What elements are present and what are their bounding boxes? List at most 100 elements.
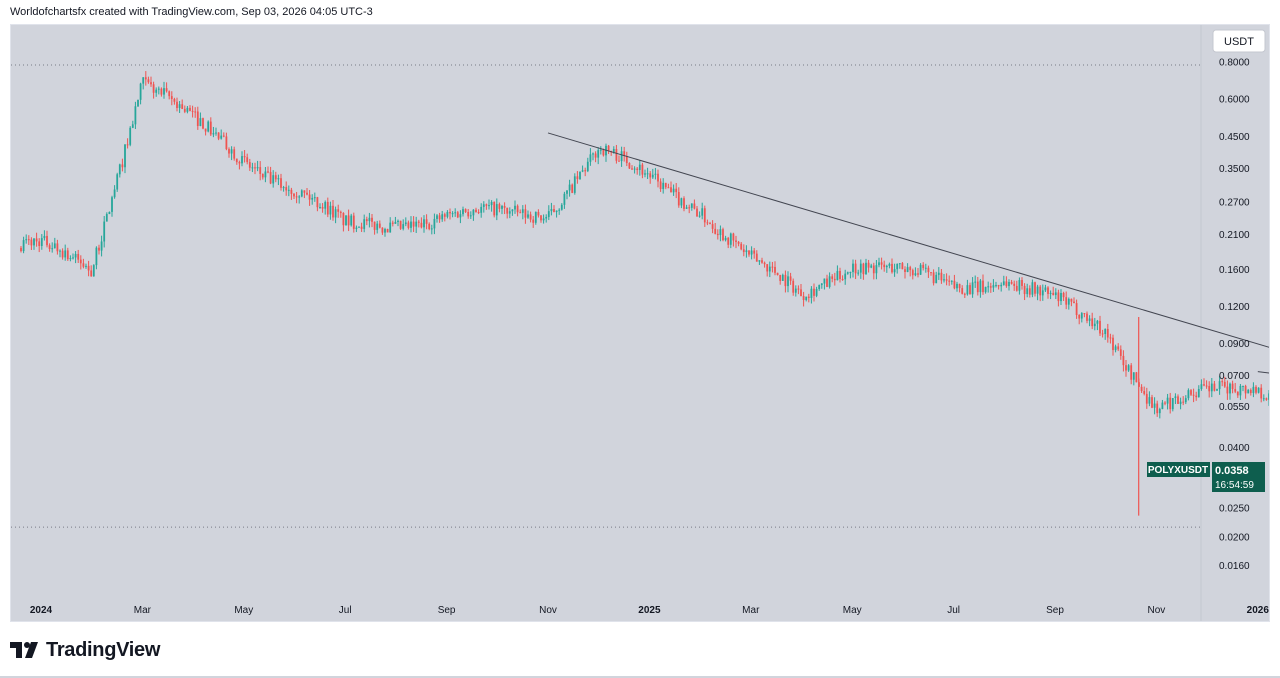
x-tick-label: Sep	[438, 605, 456, 616]
candle-body	[451, 213, 454, 215]
candle-body	[527, 214, 529, 218]
price-chart[interactable]: 0.8000 0.6000 0.4500 0.3500 0.2700 0.2100 0.16…	[11, 25, 1280, 621]
candle-body	[433, 218, 436, 229]
candle-body	[1047, 287, 1049, 294]
candle-body	[896, 263, 899, 270]
candle-body	[979, 280, 982, 293]
candle-body	[144, 77, 147, 80]
candle-body	[857, 272, 860, 274]
currency-badge[interactable]: USDT	[1212, 29, 1266, 53]
candle-body	[740, 243, 743, 250]
candle-body	[105, 214, 108, 222]
candle-body	[1197, 389, 1200, 398]
y-tick-label: 0.0200	[1219, 532, 1250, 543]
candle-body	[719, 229, 722, 236]
candle-body	[116, 174, 119, 190]
candle-body	[540, 215, 542, 221]
candle-body	[961, 288, 964, 294]
candle-body	[1145, 393, 1148, 404]
trendline	[547, 132, 1280, 352]
candle-body	[490, 201, 493, 206]
candle-body	[631, 168, 633, 170]
candle-body	[992, 285, 995, 288]
price-axis-area[interactable]	[1201, 25, 1269, 621]
candle-body	[1080, 313, 1083, 319]
candle-body	[1041, 290, 1044, 296]
candle-body	[66, 250, 69, 260]
candle-body	[963, 293, 966, 295]
candle-body	[1125, 365, 1127, 371]
candle-body	[724, 237, 727, 241]
candle-body	[1065, 297, 1068, 305]
candle-body	[1114, 346, 1117, 351]
candle-body	[189, 107, 191, 111]
candle-body	[529, 214, 532, 220]
candle-body	[1184, 398, 1187, 403]
y-tick-label: 0.3500	[1219, 164, 1250, 175]
candle-body	[332, 205, 334, 218]
candle-body	[295, 196, 298, 198]
candle-body	[672, 188, 675, 193]
candle-body	[810, 288, 813, 298]
candle-body	[680, 198, 683, 206]
candle-body	[108, 211, 111, 215]
candle-body	[1083, 313, 1086, 315]
candle-body	[183, 108, 186, 112]
candle-body	[742, 249, 745, 253]
candle-body	[410, 221, 412, 228]
candle-body	[1171, 398, 1174, 410]
candle-body	[339, 211, 342, 214]
candle-body	[243, 156, 246, 158]
candle-body	[932, 272, 935, 284]
candle-body	[1005, 281, 1008, 287]
candle-body	[103, 221, 106, 242]
candle-body	[1096, 320, 1099, 324]
candle-body	[670, 187, 672, 193]
candle-body	[261, 173, 264, 178]
candle-body	[982, 280, 984, 293]
candle-body	[919, 264, 922, 275]
candle-body	[657, 173, 659, 182]
candle-body	[1101, 333, 1104, 335]
candle-body	[716, 233, 719, 236]
candle-body	[334, 209, 337, 218]
candle-body	[662, 182, 665, 190]
candle-body	[800, 289, 802, 297]
time-axis-area[interactable]	[11, 593, 1269, 621]
candle-body	[168, 91, 171, 97]
candle-body	[1158, 409, 1161, 414]
candle-body	[628, 163, 631, 169]
candle-body	[888, 263, 891, 266]
candle-body	[157, 88, 160, 90]
candle-body	[298, 196, 301, 198]
candle-body	[209, 121, 212, 135]
candle-body	[1112, 337, 1114, 351]
candle-body	[995, 285, 997, 287]
candle-body	[664, 182, 667, 188]
y-tick-label: 0.0550	[1219, 402, 1250, 413]
y-axis-labels: 0.8000 0.6000 0.4500 0.3500 0.2700 0.2100 0.16…	[1219, 58, 1250, 572]
candle-body	[441, 214, 444, 220]
candle-body	[651, 174, 654, 178]
candle-body	[545, 217, 548, 219]
candle-body	[534, 211, 537, 223]
y-tick-label: 0.6000	[1219, 95, 1250, 106]
x-tick-label: 2024	[30, 605, 53, 616]
candle-body	[898, 263, 901, 265]
candle-body	[82, 263, 85, 267]
candle-body	[969, 285, 971, 295]
candle-body	[1036, 286, 1039, 294]
candle-body	[1057, 292, 1060, 302]
x-tick-label: Sep	[1046, 605, 1064, 616]
y-tick-label: 0.4500	[1219, 132, 1250, 143]
candle-body	[521, 209, 524, 213]
candle-body	[883, 264, 886, 268]
candle-body	[732, 233, 735, 241]
candle-body	[813, 288, 815, 296]
candle-body	[644, 173, 646, 175]
candle-body	[711, 224, 714, 229]
candle-body	[787, 276, 789, 287]
candle-body	[220, 135, 223, 139]
candle-body	[95, 247, 98, 266]
chart-area[interactable]: 0.8000 0.6000 0.4500 0.3500 0.2700 0.2100 0.16…	[10, 24, 1280, 622]
